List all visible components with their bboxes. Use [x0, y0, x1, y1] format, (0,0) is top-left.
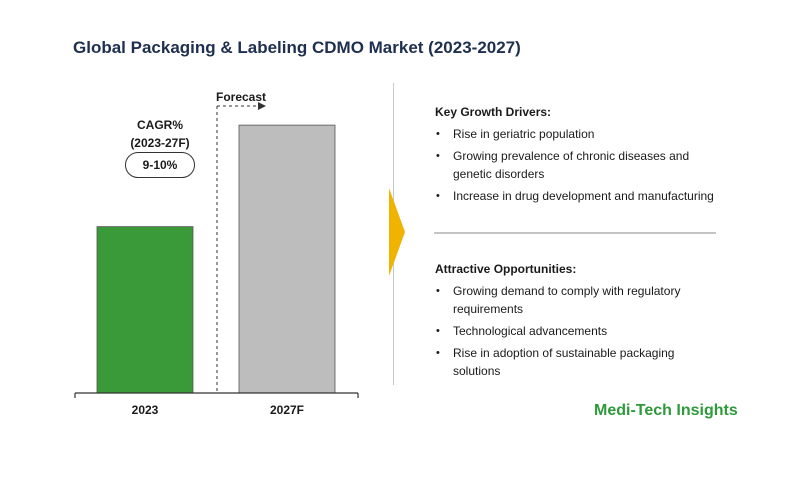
cagr-label-line-1: CAGR%	[136, 118, 183, 132]
attractive-opportunities-panel: Attractive Opportunities: Growing demand…	[435, 262, 725, 384]
x-tick-label: 2027F	[270, 403, 304, 417]
brand-logo-text: Medi-Tech Insights	[594, 402, 738, 419]
forecast-arrowhead-icon	[258, 102, 266, 110]
list-item: Technological advancements	[435, 322, 725, 340]
attractive-opportunities-heading: Attractive Opportunities:	[435, 262, 577, 276]
chart-title: Global Packaging & Labeling CDMO Market …	[73, 38, 521, 57]
bar-chart: 2023 2027F	[74, 102, 359, 417]
horizontal-divider	[434, 232, 716, 234]
key-growth-drivers-heading: Key Growth Drivers:	[435, 105, 552, 119]
key-growth-drivers-panel: Key Growth Drivers: Rise in geriatric po…	[435, 105, 725, 209]
list-item: Growing demand to comply with regulatory…	[435, 282, 725, 318]
forecast-label: Forecast	[216, 90, 267, 104]
attractive-opportunities-list: Growing demand to comply with regulatory…	[435, 282, 725, 380]
bar-2023	[96, 226, 194, 394]
cagr-label-line-2: (2023-27F)	[130, 136, 190, 150]
list-item: Increase in drug development and manufac…	[435, 187, 725, 205]
bar-2027F	[238, 124, 336, 394]
list-item: Rise in adoption of sustainable packagin…	[435, 344, 725, 380]
key-growth-drivers-list: Rise in geriatric population Growing pre…	[435, 125, 725, 205]
arrow-right-icon	[389, 188, 405, 276]
x-tick-label: 2023	[132, 403, 159, 417]
list-item: Growing prevalence of chronic diseases a…	[435, 147, 725, 183]
cagr-label: CAGR% (2023-27F)	[112, 116, 208, 152]
list-item: Rise in geriatric population	[435, 125, 725, 143]
cagr-value-badge: 9-10%	[125, 152, 195, 178]
